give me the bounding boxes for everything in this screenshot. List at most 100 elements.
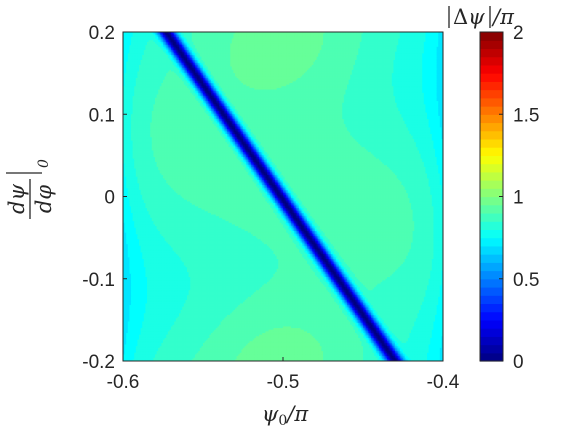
heatmap-cell <box>329 43 332 46</box>
heatmap-cell <box>310 48 313 51</box>
heatmap-cell <box>390 50 393 53</box>
heatmap-cell <box>404 48 407 51</box>
heatmap-cell <box>387 50 390 53</box>
heatmap-cell <box>142 46 145 50</box>
heatmap-cell <box>379 38 382 41</box>
heatmap-cell <box>263 36 266 40</box>
heatmap-cell <box>175 45 178 48</box>
heatmap-cell <box>377 32 380 35</box>
heatmap-cell <box>321 50 324 53</box>
heatmap-cell <box>227 48 230 51</box>
heatmap-cell <box>423 33 426 36</box>
heatmap-cell <box>252 45 255 48</box>
heatmap-cell <box>324 32 327 35</box>
heatmap-cell <box>383 50 386 53</box>
heatmap-cell <box>340 41 343 45</box>
heatmap-cell <box>215 38 218 41</box>
heatmap-cell <box>219 33 222 36</box>
heatmap-cell <box>156 32 159 35</box>
heatmap-cell <box>129 40 132 43</box>
heatmap-cell <box>220 32 223 35</box>
heatmap-cell <box>185 32 188 35</box>
heatmap-cell <box>158 41 161 45</box>
heatmap-cell <box>380 45 383 48</box>
heatmap-cell <box>199 35 202 38</box>
heatmap-cell <box>135 45 138 48</box>
heatmap-cell <box>401 40 404 43</box>
heatmap-cell <box>315 36 318 40</box>
heatmap-cell <box>375 48 378 51</box>
heatmap-cell <box>212 46 215 50</box>
heatmap-cell <box>211 48 214 51</box>
heatmap-cell <box>241 36 244 40</box>
heatmap-cell <box>276 48 279 51</box>
heatmap-cell <box>142 35 145 38</box>
heatmap-cell <box>278 35 281 38</box>
heatmap-cell <box>419 48 422 51</box>
heatmap-cell <box>393 41 396 45</box>
heatmap-cell <box>380 32 383 35</box>
heatmap-cell <box>331 36 334 40</box>
heatmap-cell <box>347 33 350 36</box>
heatmap-cell <box>191 43 194 46</box>
heatmap-cell <box>143 50 146 53</box>
heatmap-cell <box>431 36 434 40</box>
heatmap-cell <box>393 46 396 50</box>
heatmap-cell <box>143 32 146 35</box>
heatmap-cell <box>212 43 215 46</box>
heatmap-cell <box>439 48 442 51</box>
heatmap-cell <box>255 41 258 45</box>
heatmap-cell <box>430 40 433 43</box>
heatmap-cell <box>257 36 260 40</box>
heatmap-cell <box>225 35 228 38</box>
heatmap-cell <box>195 43 198 46</box>
heatmap-cell <box>140 35 143 38</box>
heatmap-cell <box>267 48 270 51</box>
heatmap-cell <box>343 38 346 41</box>
heatmap-cell <box>401 36 404 40</box>
heatmap-cell <box>419 46 422 50</box>
heatmap-cell <box>433 38 436 41</box>
heatmap-cell <box>161 35 164 38</box>
heatmap-cell <box>156 46 159 50</box>
heatmap-cell <box>353 43 356 46</box>
heatmap-cell <box>428 35 431 38</box>
heatmap-cell <box>331 45 334 48</box>
heatmap-cell <box>220 48 223 51</box>
heatmap-cell <box>177 43 180 46</box>
heatmap-cell <box>188 48 191 51</box>
heatmap-cell <box>211 38 214 41</box>
heatmap-cell <box>268 43 271 46</box>
heatmap-cell <box>204 43 207 46</box>
heatmap-cell <box>150 51 153 54</box>
heatmap-cell <box>403 36 406 40</box>
heatmap-cell <box>187 50 190 53</box>
heatmap-cell <box>206 43 209 46</box>
heatmap-cell <box>318 45 321 48</box>
heatmap-cell <box>254 41 257 45</box>
heatmap-cell <box>235 32 238 35</box>
heatmap-cell <box>294 33 297 36</box>
heatmap-cell <box>140 41 143 45</box>
heatmap-cell <box>391 46 394 50</box>
heatmap-cell <box>249 38 252 41</box>
heatmap-cell <box>270 32 273 35</box>
heatmap-cell <box>217 46 220 50</box>
heatmap-cell <box>228 38 231 41</box>
heatmap-cell <box>359 38 362 41</box>
heatmap-cell <box>377 41 380 45</box>
heatmap-cell <box>292 48 295 51</box>
heatmap-cell <box>143 36 146 40</box>
heatmap-cell <box>358 36 361 40</box>
heatmap-cell <box>236 48 239 51</box>
heatmap-cell <box>399 35 402 38</box>
heatmap-cell <box>407 38 410 41</box>
heatmap-cell <box>175 32 178 35</box>
heatmap-cell <box>145 45 148 48</box>
heatmap-cell <box>387 38 390 41</box>
heatmap-cell <box>399 41 402 45</box>
heatmap-cell <box>187 46 190 50</box>
heatmap-cell <box>145 40 148 43</box>
heatmap-cell <box>156 35 159 38</box>
heatmap-cell <box>134 43 137 46</box>
